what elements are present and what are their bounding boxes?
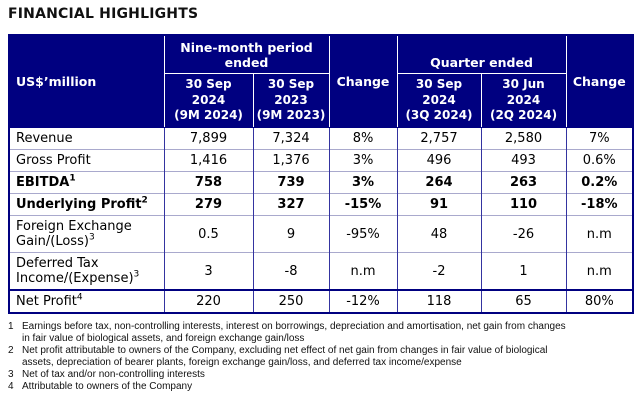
footnote-number: 2 [8, 345, 14, 356]
value-cell: 0.5 [163, 215, 254, 253]
row-label: Revenue [8, 127, 165, 150]
footnote-marker: 3 [88, 232, 95, 243]
footnote-marker: 1 [69, 173, 76, 184]
value-cell: 264 [396, 171, 482, 194]
value-cell: n.m [565, 215, 634, 253]
column-header-unit: US$’million [8, 34, 165, 128]
value-cell: 7,899 [163, 127, 254, 150]
value-cell: 8% [328, 127, 398, 150]
value-cell: 2,580 [480, 127, 567, 150]
value-cell: -8 [252, 252, 330, 290]
column-header-30-jun-2024-2q: 30 Jun 2024 (2Q 2024) [480, 73, 567, 128]
footnote-item: 3 Net of tax and/or non-controlling inter… [8, 369, 636, 381]
value-cell: 118 [396, 289, 482, 313]
value-cell: 279 [163, 193, 254, 216]
value-cell: 327 [252, 193, 330, 216]
table-row: Deferred Tax Income/(Expense)3 3 -8 n.m -2 1 n… [8, 252, 634, 290]
footnote-text: Net profit attributable to owners of the… [22, 345, 548, 368]
value-cell: -26 [480, 215, 567, 253]
value-cell: 220 [163, 289, 254, 313]
value-cell: 3% [328, 149, 398, 172]
value-cell: 250 [252, 289, 330, 313]
row-label: Net Profit4 [8, 289, 165, 313]
footnote-number: 1 [8, 321, 14, 332]
value-cell: 0.2% [565, 171, 634, 194]
row-label: Gross Profit [8, 149, 165, 172]
footnote-item: 1 Earnings before tax, non-controlling in… [8, 321, 636, 345]
value-cell: 1,416 [163, 149, 254, 172]
value-cell: 80% [565, 289, 634, 313]
column-header-30-sep-2024-3q: 30 Sep 2024 (3Q 2024) [396, 73, 482, 128]
value-cell: 7% [565, 127, 634, 150]
value-cell: 91 [396, 193, 482, 216]
value-cell: 739 [252, 171, 330, 194]
footnote-marker: 3 [133, 269, 140, 280]
value-cell: n.m [328, 252, 398, 290]
footnote-number: 4 [8, 381, 14, 392]
value-cell: 110 [480, 193, 567, 216]
footnote-item: 2 Net profit attributable to owners of th… [8, 345, 636, 369]
value-cell: 0.6% [565, 149, 634, 172]
value-cell: 263 [480, 171, 567, 194]
value-cell: -12% [328, 289, 398, 313]
footnote-text: Attributable to owners of the Company [22, 381, 193, 392]
footnote-marker: 2 [141, 195, 148, 206]
financial-highlights-table: US$’million Nine-month period ended Chan… [8, 34, 635, 314]
value-cell: 9 [252, 215, 330, 253]
row-label: Deferred Tax Income/(Expense)3 [8, 252, 165, 290]
table-body: Revenue 7,899 7,324 8% 2,757 2,580 7% Gross Pro… [8, 127, 634, 313]
value-cell: 1,376 [252, 149, 330, 172]
table-row: Revenue 7,899 7,324 8% 2,757 2,580 7% [8, 127, 634, 150]
value-cell: 48 [396, 215, 482, 253]
row-label: Underlying Profit2 [8, 193, 165, 216]
table-row: Net Profit4 220 250 -12% 118 65 80% [8, 289, 634, 313]
value-cell: 493 [480, 149, 567, 172]
footnote-text: Earnings before tax, non-controlling int… [22, 321, 566, 344]
column-header-change-quarter: Change [565, 34, 634, 128]
column-header-30-sep-2023-9m: 30 Sep 2023 (9M 2023) [252, 73, 330, 128]
table-row: Foreign Exchange Gain/(Loss)3 0.5 9 -95% 48-… [8, 215, 634, 253]
value-cell: -2 [396, 252, 482, 290]
row-label: EBITDA1 [8, 171, 165, 194]
table-row: EBITDA1 758 739 3% 264 263 0.2% [8, 171, 634, 194]
footnote-item: 4 Attributable to owners of the Company [8, 381, 636, 393]
value-cell: 3% [328, 171, 398, 194]
footnote-marker: 4 [76, 292, 83, 303]
value-cell: 1 [480, 252, 567, 290]
value-cell: 2,757 [396, 127, 482, 150]
value-cell: 65 [480, 289, 567, 313]
column-header-change-nine-month: Change [328, 34, 398, 128]
column-header-30-sep-2024-9m: 30 Sep 2024 (9M 2024) [163, 73, 254, 128]
value-cell: 7,324 [252, 127, 330, 150]
value-cell: -15% [328, 193, 398, 216]
value-cell: n.m [565, 252, 634, 290]
value-cell: -95% [328, 215, 398, 253]
page-title: FINANCIAL HIGHLIGHTS [8, 6, 199, 22]
value-cell: 758 [163, 171, 254, 194]
footnotes: 1 Earnings before tax, non-controlling in… [8, 321, 636, 393]
value-cell: -18% [565, 193, 634, 216]
value-cell: 3 [163, 252, 254, 290]
table-header: US$’million Nine-month period ended Chan… [8, 34, 634, 128]
value-cell: 496 [396, 149, 482, 172]
table-row: Underlying Profit2 279 327 -15% 91 110 -18% [8, 193, 634, 216]
table-row: Gross Profit 1,416 1,376 3% 496 493 0.6% [8, 149, 634, 172]
footnote-number: 3 [8, 369, 14, 380]
column-group-quarter-ended: Quarter ended [396, 34, 567, 74]
row-label: Foreign Exchange Gain/(Loss)3 [8, 215, 165, 253]
column-group-nine-month-period: Nine-month period ended [163, 34, 330, 74]
footnote-text: Net of tax and/or non-controlling intere… [22, 369, 205, 380]
